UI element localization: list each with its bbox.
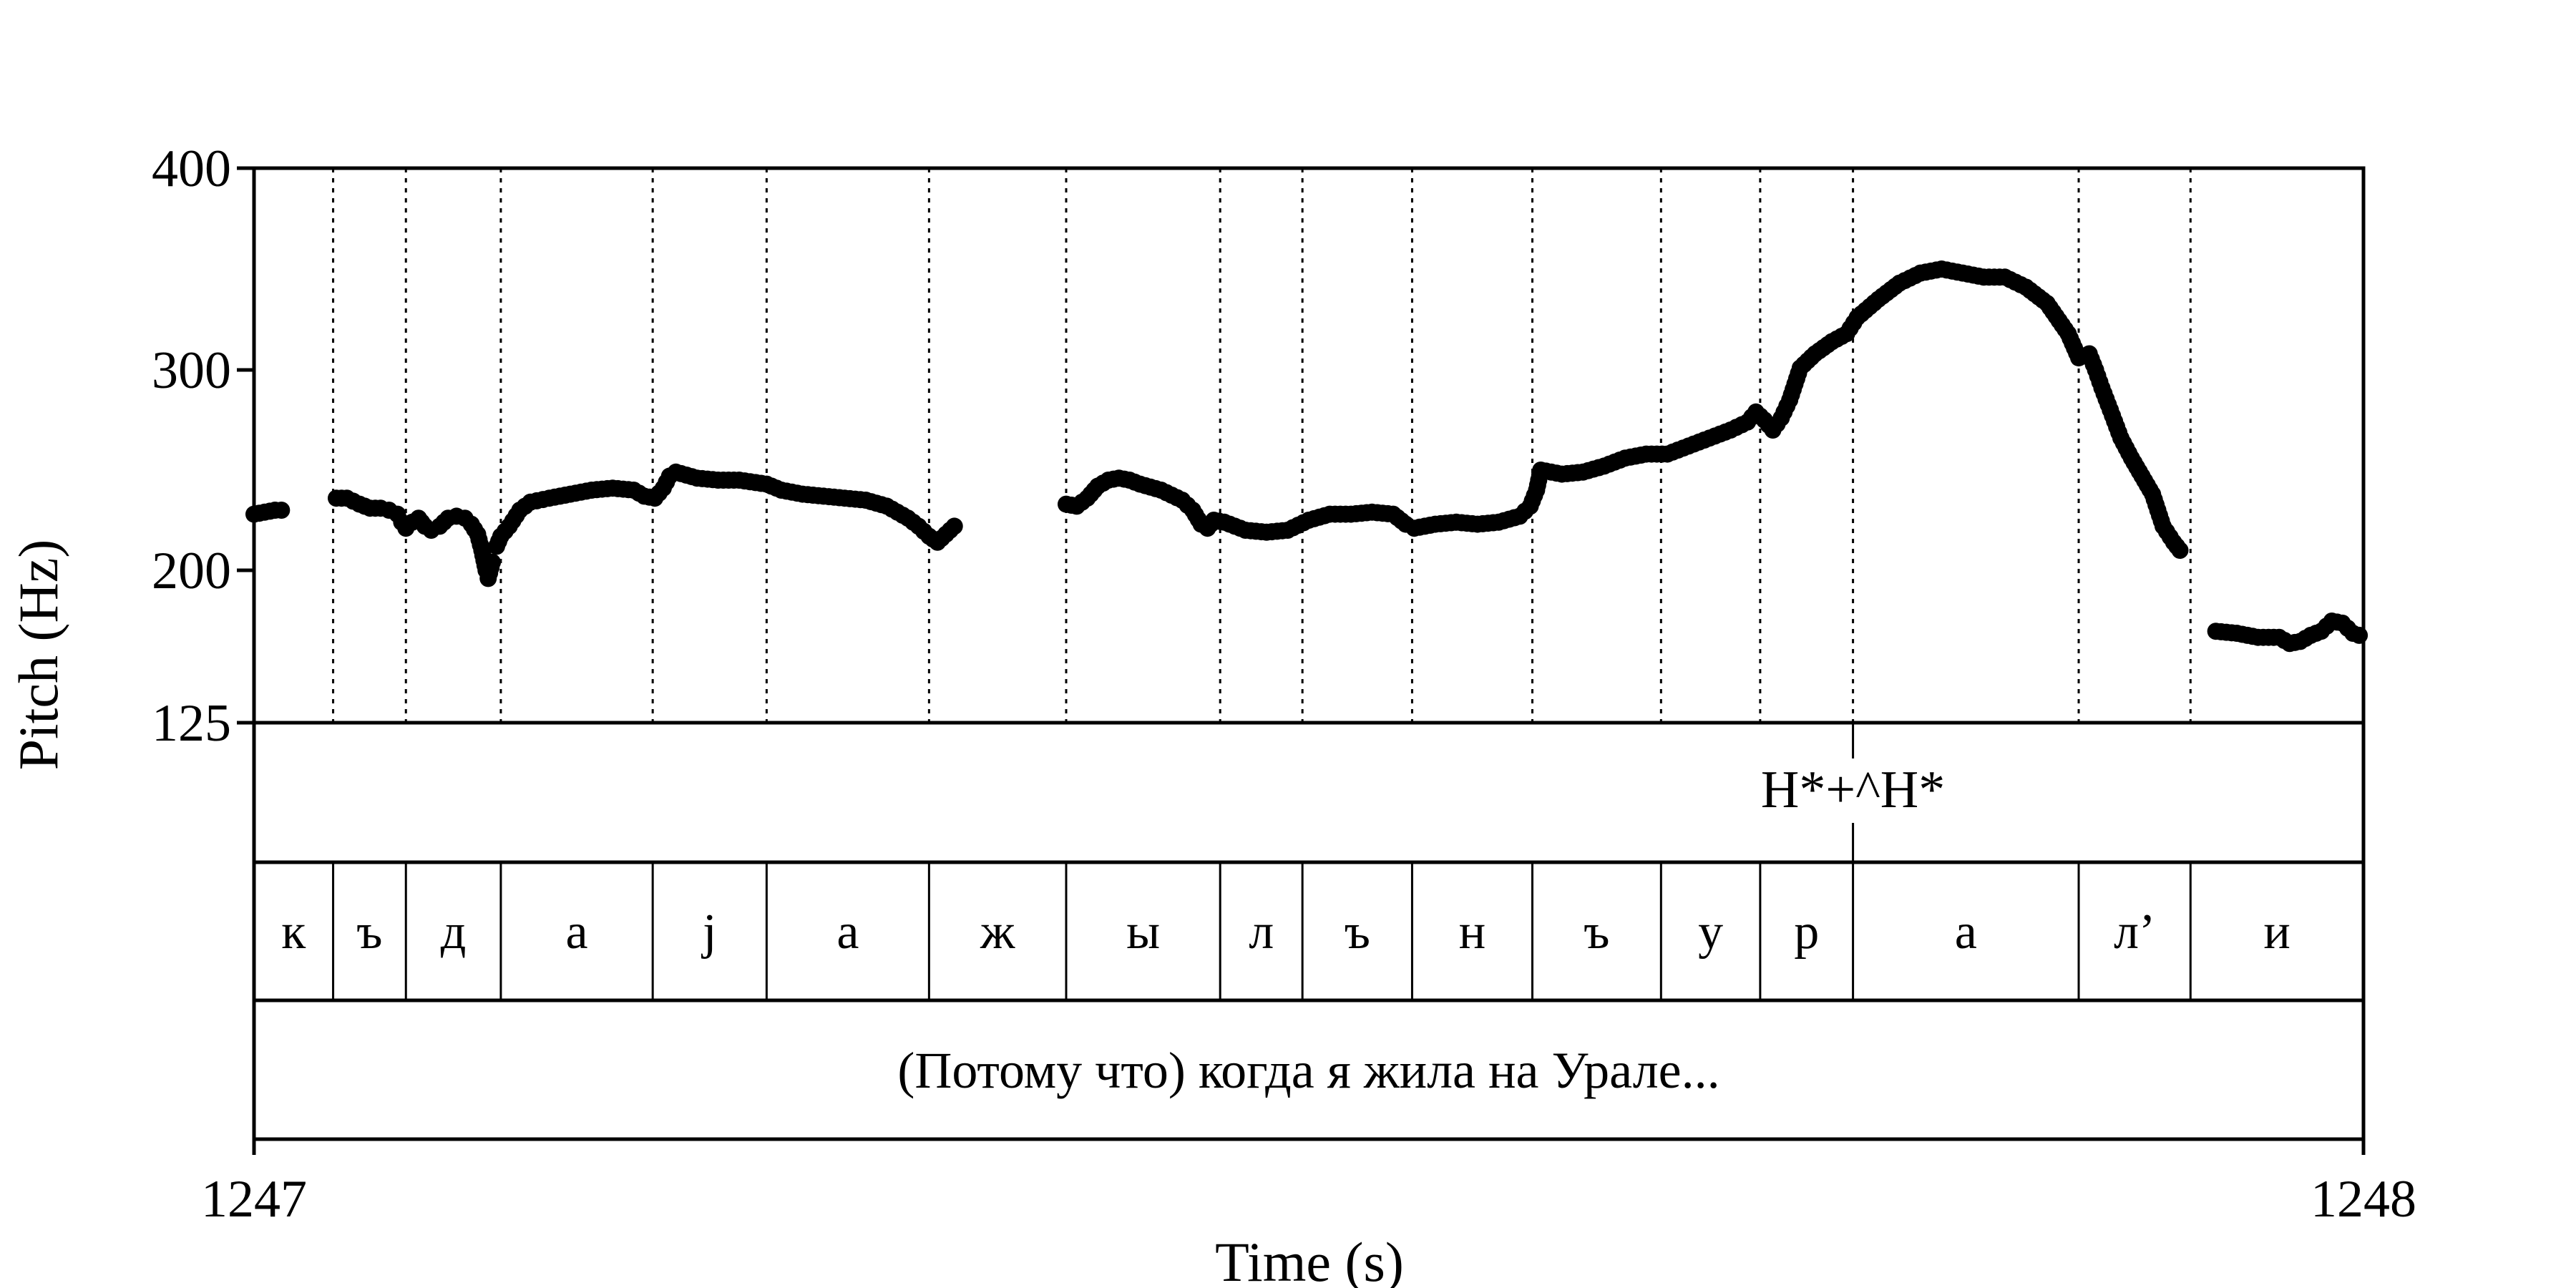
segment-label: ъ bbox=[356, 904, 382, 960]
segment-label: а bbox=[566, 904, 588, 960]
tone-tier: H*+^H* bbox=[1761, 723, 1945, 862]
segment-label: j bbox=[701, 904, 716, 960]
figure-frame bbox=[252, 166, 2366, 1155]
segment-label: и bbox=[2263, 904, 2290, 960]
segment-label: ъ bbox=[1584, 904, 1609, 960]
segment-label: а bbox=[836, 904, 859, 960]
segment-label: а bbox=[1955, 904, 1977, 960]
y-tick-label: 125 bbox=[152, 694, 231, 753]
segment-label: н bbox=[1459, 904, 1485, 960]
pitch-point bbox=[484, 553, 502, 571]
pitch-point bbox=[2171, 542, 2189, 559]
segment-label: л bbox=[1249, 904, 1274, 960]
x-tick-label-end: 1248 bbox=[2311, 1170, 2416, 1229]
segment-label: л’ bbox=[2114, 904, 2155, 960]
pitch-point bbox=[273, 502, 291, 519]
segment-label: к bbox=[281, 904, 306, 960]
segment-label: у bbox=[1698, 904, 1723, 960]
pitch-point bbox=[2351, 626, 2368, 644]
segment-tier: к ъ д а j а ж ы л ъ н ъ у р а л’ и bbox=[281, 904, 2290, 960]
segment-label: р bbox=[1794, 904, 1819, 960]
pitch-point bbox=[945, 517, 963, 535]
segment-label: ы bbox=[1126, 904, 1160, 960]
tone-label: H*+^H* bbox=[1761, 761, 1945, 819]
segment-label: ъ bbox=[1345, 904, 1370, 960]
outer-frame bbox=[252, 166, 2366, 1141]
segment-boundaries bbox=[332, 168, 2192, 1000]
y-tick-label: 200 bbox=[152, 542, 231, 600]
pitch-points bbox=[245, 260, 2368, 653]
segment-label: ж bbox=[980, 904, 1015, 960]
y-tick-label: 300 bbox=[152, 341, 231, 400]
x-tick-label-start: 1247 bbox=[201, 1170, 307, 1229]
gloss-text: (Потому что) когда я жила на Урале... bbox=[897, 1042, 1719, 1099]
x-axis-title: Time (s) bbox=[1215, 1231, 1404, 1288]
segment-label: д bbox=[441, 904, 467, 960]
y-axis-ticks: 400 300 200 125 bbox=[152, 140, 254, 753]
y-axis-title: Pitch (Hz) bbox=[7, 540, 69, 771]
x-axis-ticks: 1247 1248 bbox=[201, 1170, 2416, 1229]
y-tick-label: 400 bbox=[152, 140, 231, 198]
